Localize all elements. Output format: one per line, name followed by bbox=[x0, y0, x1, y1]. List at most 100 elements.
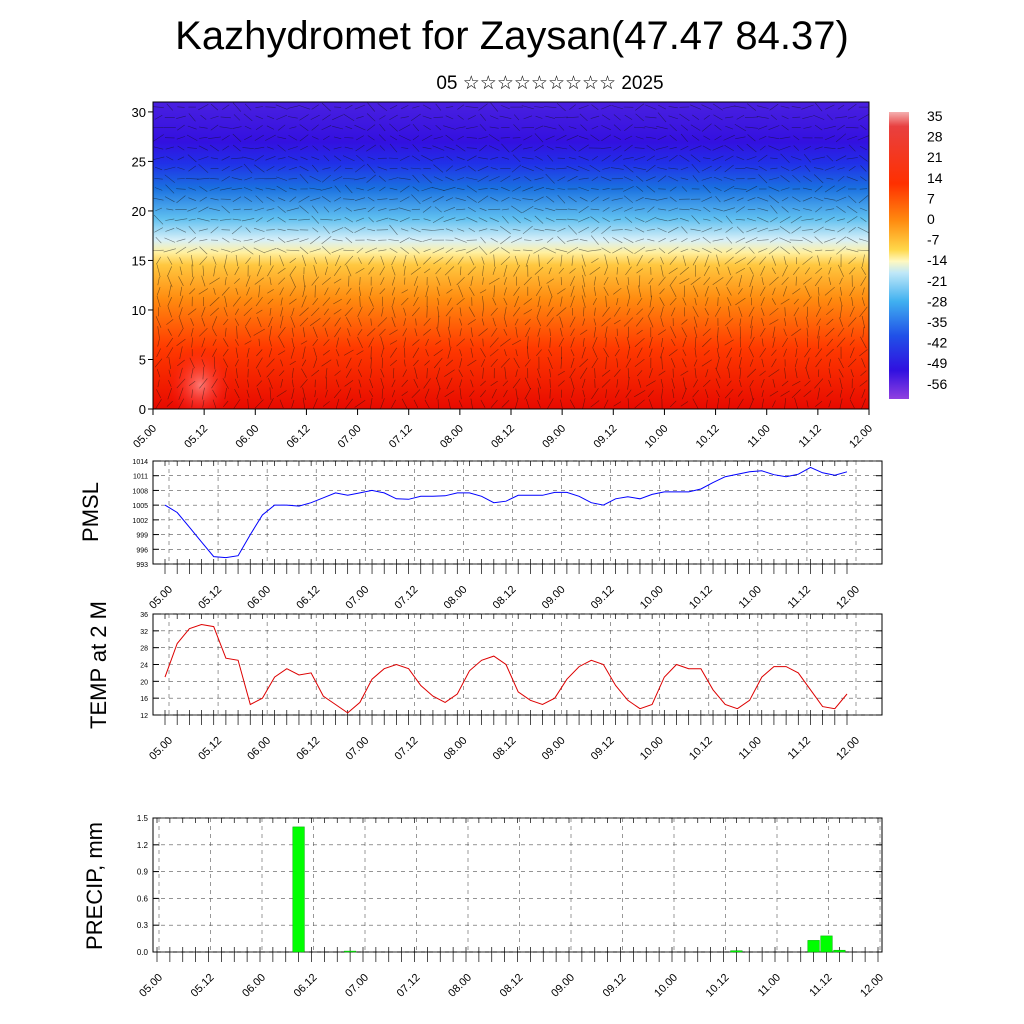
wind-arrow bbox=[793, 307, 800, 317]
wind-arrow bbox=[368, 337, 374, 348]
wind-arrow bbox=[769, 390, 779, 397]
wind-arrow bbox=[795, 368, 798, 379]
wind-arrow bbox=[748, 336, 755, 349]
wind-arrow bbox=[176, 338, 186, 347]
wind-arrow bbox=[657, 227, 667, 233]
wind-arrow bbox=[345, 207, 352, 212]
wind-arrow bbox=[355, 268, 365, 274]
wind-arrow bbox=[623, 176, 634, 182]
wind-arrow bbox=[177, 145, 185, 151]
wind-arrow bbox=[357, 329, 363, 336]
wind-arrow bbox=[658, 247, 666, 254]
wind-arrow bbox=[356, 187, 364, 191]
wind-arrow bbox=[401, 147, 409, 149]
wind-arrow bbox=[672, 389, 675, 399]
wind-arrow bbox=[837, 104, 845, 110]
wind-arrow bbox=[235, 287, 239, 295]
wind-arrow bbox=[512, 216, 521, 224]
wind-arrow bbox=[154, 187, 163, 191]
wind-arrow bbox=[602, 167, 610, 170]
wind-arrow bbox=[302, 255, 307, 267]
wind-arrow bbox=[437, 315, 440, 329]
wind-arrow bbox=[199, 186, 208, 192]
wind-arrow bbox=[345, 237, 353, 244]
wind-arrow bbox=[644, 198, 657, 201]
wind-arrow bbox=[712, 277, 724, 286]
wind-arrow bbox=[432, 216, 444, 224]
wind-arrow bbox=[814, 276, 823, 287]
wind-arrow bbox=[324, 327, 329, 337]
wind-arrow bbox=[422, 174, 432, 184]
wind-arrow bbox=[646, 155, 655, 161]
wind-arrow bbox=[302, 387, 306, 400]
wind-arrow bbox=[837, 124, 845, 131]
wind-arrow bbox=[177, 398, 185, 409]
wind-arrow bbox=[691, 238, 701, 242]
wind-arrow bbox=[414, 367, 418, 379]
wind-arrow bbox=[490, 237, 498, 243]
wind-arrow bbox=[757, 207, 769, 212]
wind-arrow bbox=[693, 359, 698, 367]
wind-arrow bbox=[703, 157, 711, 160]
wind-arrow bbox=[783, 256, 787, 266]
wind-arrow bbox=[413, 399, 419, 408]
wind-arrow bbox=[616, 379, 619, 388]
wind-arrow bbox=[423, 168, 431, 170]
wind-arrow bbox=[455, 197, 466, 201]
wind-arrow bbox=[266, 358, 275, 368]
wind-arrow bbox=[545, 187, 555, 191]
wind-arrow bbox=[277, 206, 286, 213]
wind-arrow bbox=[795, 348, 798, 358]
y-tick-label: 999 bbox=[136, 533, 148, 540]
colorbar bbox=[889, 112, 909, 399]
wind-arrow bbox=[222, 145, 230, 151]
wind-arrow bbox=[409, 238, 422, 242]
wind-arrow bbox=[209, 187, 220, 191]
wind-arrow bbox=[670, 326, 677, 339]
wind-arrow bbox=[704, 286, 709, 297]
wind-arrow bbox=[655, 146, 669, 150]
wind-arrow bbox=[759, 348, 767, 358]
wind-arrow bbox=[591, 357, 599, 369]
wind-arrow bbox=[769, 237, 778, 243]
wind-arrow bbox=[806, 327, 809, 337]
wind-arrow bbox=[634, 217, 645, 222]
wind-arrow bbox=[600, 147, 612, 149]
wind-arrow bbox=[578, 186, 590, 192]
wind-arrow bbox=[526, 346, 529, 360]
wind-arrow bbox=[726, 380, 732, 387]
wind-arrow bbox=[784, 398, 786, 409]
wind-arrow bbox=[581, 347, 586, 359]
wind-arrow bbox=[436, 377, 441, 390]
wind-arrow bbox=[713, 207, 723, 212]
wind-arrow bbox=[399, 196, 410, 203]
wind-arrow bbox=[425, 338, 429, 347]
wind-arrow bbox=[219, 187, 232, 191]
wind-arrow bbox=[791, 165, 802, 172]
wind-arrow bbox=[824, 286, 835, 296]
wind-arrow bbox=[482, 338, 484, 347]
wind-arrow bbox=[703, 206, 711, 213]
wind-arrow bbox=[813, 167, 824, 170]
wind-arrow bbox=[458, 285, 464, 298]
wind-arrow bbox=[178, 276, 184, 286]
wind-arrow bbox=[536, 317, 542, 327]
wind-arrow bbox=[210, 124, 219, 131]
wind-arrow bbox=[626, 308, 631, 316]
wind-arrow bbox=[650, 285, 652, 298]
wind-arrow bbox=[726, 326, 732, 338]
wind-arrow bbox=[615, 277, 619, 285]
wind-arrow bbox=[514, 255, 519, 266]
wind-arrow bbox=[493, 254, 495, 267]
wind-arrow bbox=[512, 186, 522, 192]
wind-arrow bbox=[559, 316, 564, 328]
wind-arrow bbox=[537, 378, 541, 389]
wind-arrow bbox=[738, 357, 742, 369]
wind-arrow bbox=[611, 105, 624, 110]
wind-arrow bbox=[355, 217, 365, 222]
wind-arrow bbox=[221, 176, 230, 182]
wind-arrow bbox=[846, 248, 859, 253]
wind-arrow bbox=[772, 287, 776, 296]
wind-arrow bbox=[321, 174, 331, 183]
